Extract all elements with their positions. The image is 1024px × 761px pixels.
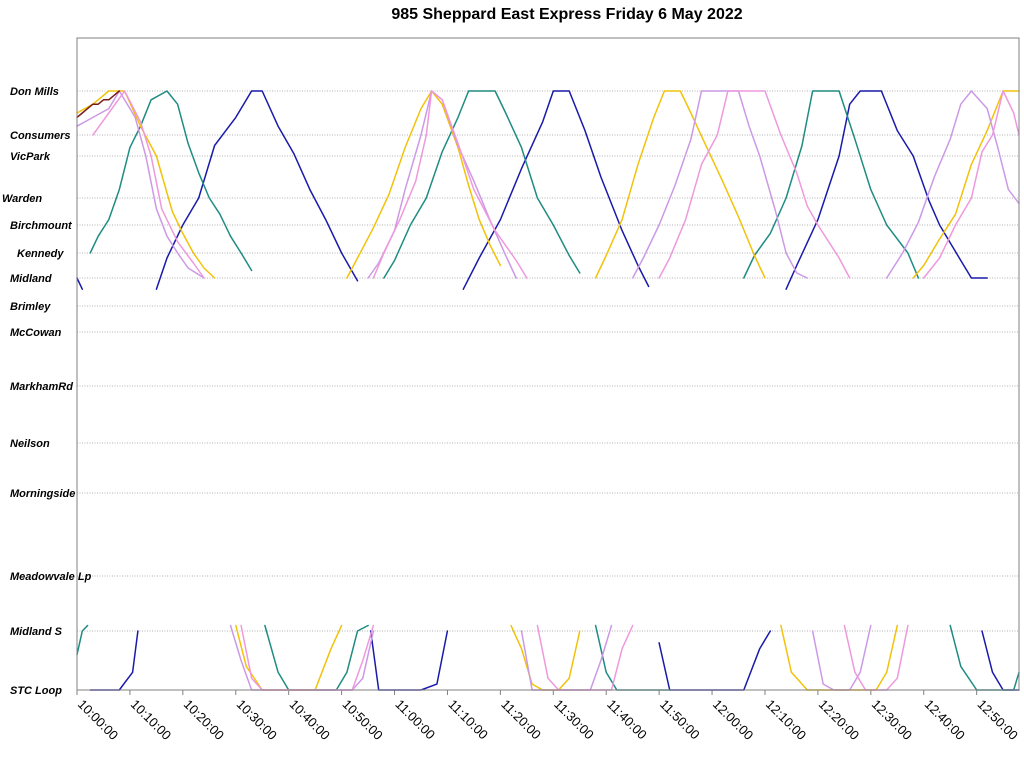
trip-line-series-1 — [949, 624, 1020, 691]
stop-grid — [77, 90, 1019, 691]
trip-line-series-4 — [536, 624, 634, 691]
stop-label: Don Mills — [10, 86, 59, 98]
x-tick-label: 11:50:00 — [657, 697, 703, 743]
x-tick-label: 11:10:00 — [445, 697, 491, 743]
trip-line-series-4 — [240, 624, 375, 691]
plot-frame — [76, 37, 1020, 691]
x-tick-label: 12:00:00 — [710, 697, 756, 743]
trip-line-series-4 — [92, 90, 205, 279]
trip-line-series-4 — [843, 624, 909, 691]
x-tick-label: 10:20:00 — [181, 697, 227, 743]
trip-line-series-0 — [785, 90, 988, 290]
trip-line-series-3 — [76, 90, 205, 279]
x-tick-label: 10:40:00 — [287, 697, 333, 743]
trip-line-series-0 — [155, 90, 359, 290]
stop-label: Midland — [10, 273, 52, 285]
stop-label: Kennedy — [17, 248, 64, 260]
stop-label: Brimley — [10, 301, 51, 313]
trip-line-series-2 — [780, 624, 899, 691]
trip-line-series-3 — [367, 90, 517, 279]
trip-line-series-3 — [811, 624, 872, 691]
trip-line-series-1 — [743, 90, 920, 279]
trip-line-series-0 — [981, 630, 1020, 691]
chart-title: 985 Sheppard East Express Friday 6 May 2… — [391, 6, 743, 23]
trip-line-series-4 — [372, 90, 528, 279]
trip-line-series-2 — [76, 90, 216, 279]
stop-label: Morningside — [10, 488, 75, 500]
trip-line-series-0 — [462, 90, 650, 290]
time-tick-labels: 10:00:00 10:10:00 10:20:00 10:30:00 10:40:00… — [75, 690, 1021, 743]
trip-line-series-1 — [76, 624, 89, 656]
x-tick-label: 12:20:00 — [816, 697, 862, 743]
trip-line-series-1 — [383, 90, 581, 279]
x-tick-label: 12:50:00 — [975, 697, 1021, 743]
trip-line-series-2 — [510, 624, 581, 691]
trip-line-series-0 — [76, 277, 84, 290]
x-tick-label: 10:50:00 — [339, 697, 385, 743]
stop-label: Meadowvale Lp — [10, 571, 92, 583]
trip-line-series-4 — [658, 90, 851, 279]
trip-line-series-1 — [264, 624, 369, 691]
x-tick-label: 10:10:00 — [128, 697, 174, 743]
stop-label: Midland S — [10, 626, 63, 638]
x-tick-label: 12:40:00 — [922, 697, 968, 743]
stop-labels: Don Mills Consumers VicPark Warden Birchmoun… — [2, 86, 92, 697]
x-tick-label: 11:20:00 — [498, 697, 544, 743]
stop-label: Warden — [2, 193, 42, 205]
trip-line-series-3 — [229, 624, 375, 691]
x-tick-label: 10:30:00 — [234, 697, 280, 743]
trip-line-series-0 — [369, 630, 449, 691]
trip-line-series-1 — [89, 90, 253, 272]
trip-line-series-3 — [885, 90, 1020, 279]
stop-label: McCowan — [10, 327, 62, 339]
x-tick-label: 11:30:00 — [551, 697, 597, 743]
trip-line-series-5 — [76, 90, 121, 119]
trip-line-series-2 — [346, 90, 502, 279]
trip-line-series-2 — [594, 90, 766, 279]
x-tick-label: 11:40:00 — [604, 697, 650, 743]
stop-label: MarkhamRd — [10, 381, 73, 393]
trip-line-series-2 — [235, 624, 343, 691]
stop-label: Consumers — [10, 130, 71, 142]
trip-line-series-1 — [594, 624, 671, 691]
stop-label: STC Loop — [10, 685, 62, 697]
x-tick-label: 10:00:00 — [75, 697, 121, 743]
stop-label: VicPark — [10, 151, 51, 163]
stop-label: Neilson — [10, 438, 50, 450]
x-tick-label: 12:10:00 — [763, 697, 809, 743]
trip-lines — [76, 90, 1020, 691]
trip-line-series-0 — [89, 630, 139, 691]
stop-label: Birchmount — [10, 220, 73, 232]
trip-line-series-0 — [658, 630, 772, 691]
trip-line-series-4 — [922, 90, 1020, 279]
trip-line-series-3 — [631, 90, 809, 279]
x-tick-label: 12:30:00 — [869, 697, 915, 743]
x-tick-label: 11:00:00 — [392, 697, 438, 743]
trip-line-series-2 — [912, 90, 1020, 279]
